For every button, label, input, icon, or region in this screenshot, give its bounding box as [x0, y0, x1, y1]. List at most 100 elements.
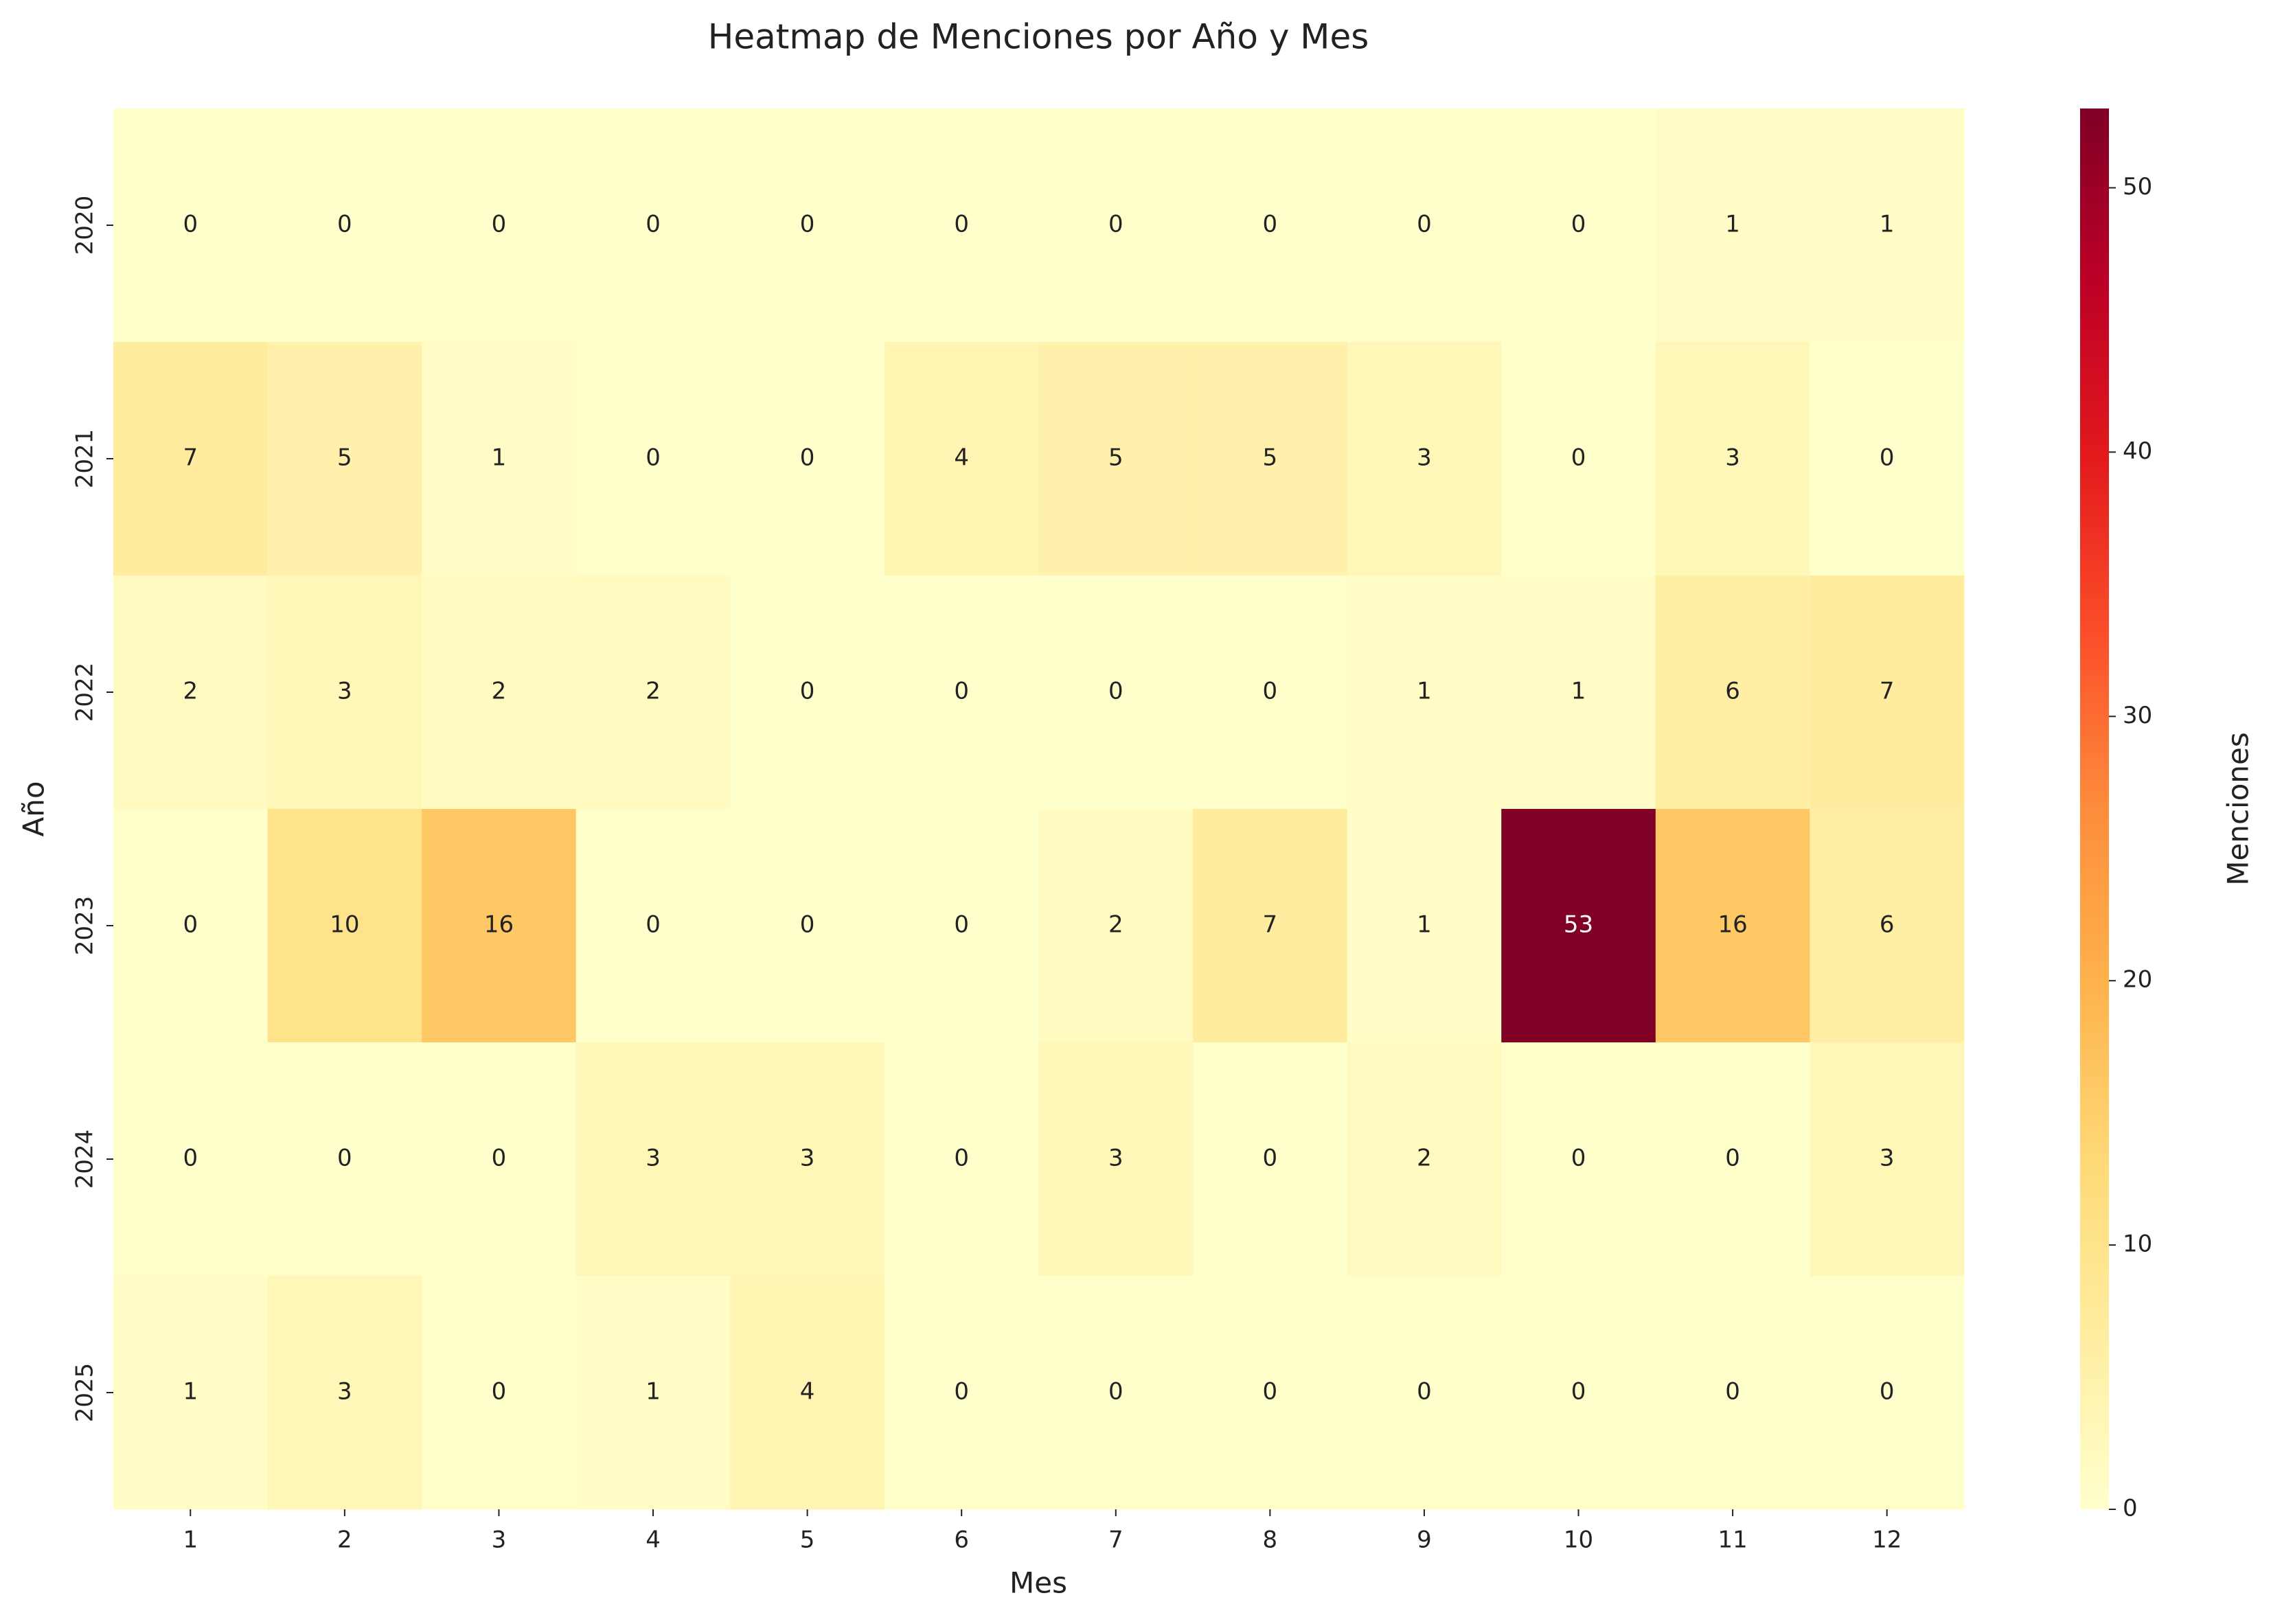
heatmap-cell [1193, 108, 1348, 343]
cell-label: 0 [800, 444, 815, 472]
heatmap-cell [1347, 1042, 1502, 1277]
heatmap-cell [1810, 1276, 1965, 1510]
cell-label: 3 [337, 1378, 352, 1406]
heatmap-cell [1038, 809, 1194, 1043]
colorbar-tick-label: 30 [2123, 702, 2152, 729]
cell-label: 1 [646, 1378, 661, 1406]
cell-label: 1 [183, 1378, 198, 1406]
heatmap-cell [267, 108, 422, 343]
cell-label: 1 [1725, 211, 1740, 238]
cell-label: 0 [1880, 1378, 1895, 1406]
cell-label: 0 [646, 911, 661, 939]
heatmap-cell [1655, 1276, 1810, 1510]
cell-label: 53 [1564, 911, 1593, 939]
cell-label: 0 [492, 1145, 507, 1172]
heatmap-cell [113, 809, 269, 1043]
heatmap-cell [1810, 809, 1965, 1043]
cell-label: 0 [1108, 678, 1123, 705]
heatmap-cell [575, 809, 731, 1043]
x-tick-label: 5 [800, 1526, 815, 1554]
heatmap-cell [1193, 1042, 1348, 1277]
cell-label: 0 [1725, 1145, 1740, 1172]
y-tick-label: 2025 [71, 1363, 99, 1423]
cell-label: 0 [646, 211, 661, 238]
heatmap-cell [422, 809, 577, 1043]
heatmap-cell [1810, 342, 1965, 576]
cell-label: 3 [1725, 444, 1740, 472]
heatmap-cell [422, 342, 577, 576]
cell-label: 0 [1263, 1378, 1278, 1406]
x-tick-label: 4 [646, 1526, 661, 1554]
cell-label: 0 [183, 1145, 198, 1172]
colorbar-tick-label: 20 [2123, 966, 2152, 994]
heatmap-cell [884, 809, 1039, 1043]
heatmap-cell [1501, 809, 1656, 1043]
colorbar-tick-label: 0 [2123, 1495, 2138, 1522]
x-tick-label: 11 [1717, 1526, 1747, 1554]
cell-label: 0 [646, 444, 661, 472]
cell-label: 0 [800, 911, 815, 939]
heatmap-cell [1193, 575, 1348, 810]
cell-label: 6 [1725, 678, 1740, 705]
cell-label: 0 [183, 211, 198, 238]
x-tick-label: 3 [492, 1526, 507, 1554]
heatmap-cell [1501, 1276, 1656, 1510]
cell-label: 0 [1417, 1378, 1432, 1406]
heatmap-cell [884, 1276, 1039, 1510]
cell-label: 10 [330, 911, 359, 939]
heatmap-cell [1501, 342, 1656, 576]
cell-label: 0 [954, 1378, 969, 1406]
cell-label: 3 [800, 1145, 815, 1172]
cell-label: 0 [1263, 211, 1278, 238]
heatmap-cell [1193, 809, 1348, 1043]
heatmap-cell [422, 575, 577, 810]
heatmap-cell [1501, 1042, 1656, 1277]
heatmap-cell [1501, 575, 1656, 810]
cell-label: 0 [1571, 1378, 1586, 1406]
cell-label: 3 [1417, 444, 1432, 472]
cell-label: 0 [954, 1145, 969, 1172]
cell-label: 5 [1263, 444, 1278, 472]
heatmap-cell [422, 108, 577, 343]
cell-label: 3 [337, 678, 352, 705]
chart-title: Heatmap de Menciones por Año y Mes [708, 17, 1369, 57]
heatmap-cell [267, 1276, 422, 1510]
y-tick-label: 2020 [71, 196, 99, 255]
heatmap-cell [1038, 1276, 1194, 1510]
heatmap-cell [1347, 108, 1502, 343]
heatmap-cell [113, 1276, 269, 1510]
cell-label: 16 [484, 911, 514, 939]
cell-label: 7 [1880, 678, 1895, 705]
cell-label: 0 [1571, 444, 1586, 472]
heatmap-cell [1810, 575, 1965, 810]
heatmap-cell [730, 809, 885, 1043]
cell-label: 0 [1417, 211, 1432, 238]
cell-label: 7 [1263, 911, 1278, 939]
heatmap-cell [575, 1276, 731, 1510]
cell-label: 5 [1108, 444, 1123, 472]
x-tick-label: 6 [954, 1526, 969, 1554]
heatmap-cell [1810, 108, 1965, 343]
cell-label: 0 [1880, 444, 1895, 472]
heatmap-cell [575, 342, 731, 576]
heatmap-cell [1347, 1276, 1502, 1510]
heatmap-cell [575, 108, 731, 343]
cell-label: 16 [1717, 911, 1747, 939]
cell-label: 0 [954, 678, 969, 705]
heatmap-cell [730, 108, 885, 343]
x-tick-label: 10 [1564, 1526, 1593, 1554]
heatmap-cell [267, 809, 422, 1043]
heatmap-cell [1193, 342, 1348, 576]
colorbar [2080, 108, 2109, 1509]
cell-label: 0 [1571, 1145, 1586, 1172]
y-tick-label: 2024 [71, 1130, 99, 1189]
heatmap-cell [884, 575, 1039, 810]
heatmap-cell [575, 575, 731, 810]
heatmap-cell [730, 1276, 885, 1510]
heatmap-cell [1347, 809, 1502, 1043]
colorbar-tick-label: 40 [2123, 437, 2152, 465]
cell-label: 1 [1417, 678, 1432, 705]
cell-label: 0 [1725, 1378, 1740, 1406]
heatmap-cell [1038, 342, 1194, 576]
